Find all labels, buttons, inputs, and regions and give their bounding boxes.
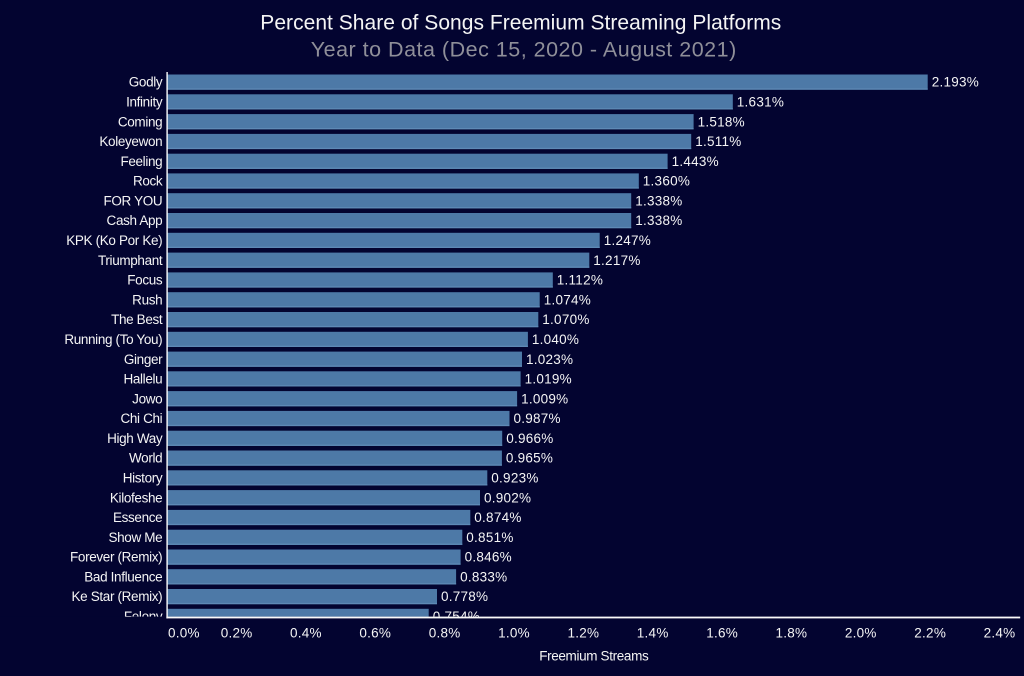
svg-text:0.778%: 0.778%	[441, 589, 488, 604]
svg-text:Percent Share of Songs Freemiu: Percent Share of Songs Freemium Streamin…	[260, 11, 781, 34]
svg-text:1.631%: 1.631%	[737, 95, 784, 110]
svg-text:1.074%: 1.074%	[544, 292, 591, 307]
svg-text:Essence: Essence	[113, 510, 162, 525]
svg-text:0.874%: 0.874%	[474, 510, 521, 525]
svg-text:0.2%: 0.2%	[221, 625, 253, 640]
svg-text:1.4%: 1.4%	[637, 625, 669, 640]
svg-text:0.0%: 0.0%	[168, 625, 200, 640]
svg-text:Ke Star (Remix): Ke Star (Remix)	[72, 589, 163, 604]
svg-text:Cash App: Cash App	[107, 213, 163, 228]
svg-text:1.019%: 1.019%	[525, 372, 572, 387]
svg-text:0.833%: 0.833%	[460, 570, 507, 585]
svg-text:2.4%: 2.4%	[984, 625, 1016, 640]
svg-text:1.009%: 1.009%	[521, 391, 568, 406]
svg-text:Jowo: Jowo	[132, 391, 162, 406]
svg-text:Infinity: Infinity	[126, 95, 163, 110]
svg-text:2.0%: 2.0%	[845, 625, 877, 640]
svg-text:Freemium Streams: Freemium Streams	[539, 649, 649, 664]
svg-text:Coming: Coming	[118, 114, 162, 129]
svg-text:Rock: Rock	[133, 174, 163, 189]
svg-text:The Best: The Best	[111, 312, 163, 327]
svg-text:0.965%: 0.965%	[506, 451, 553, 466]
svg-text:KPK (Ko Por Ke): KPK (Ko Por Ke)	[66, 233, 162, 248]
svg-text:History: History	[123, 471, 163, 486]
svg-text:Running (To You): Running (To You)	[64, 332, 162, 347]
svg-text:2.193%: 2.193%	[932, 75, 979, 90]
svg-text:Hallelu: Hallelu	[123, 372, 162, 387]
svg-text:Rush: Rush	[132, 292, 162, 307]
svg-text:Show Me: Show Me	[108, 530, 162, 545]
svg-text:0.851%: 0.851%	[466, 530, 513, 545]
svg-text:1.023%: 1.023%	[526, 352, 573, 367]
svg-text:1.2%: 1.2%	[568, 625, 600, 640]
svg-text:1.511%: 1.511%	[695, 134, 741, 149]
svg-text:Koleyewon: Koleyewon	[99, 134, 162, 149]
svg-text:1.518%: 1.518%	[698, 114, 745, 129]
svg-text:1.0%: 1.0%	[498, 625, 530, 640]
svg-text:0.6%: 0.6%	[359, 625, 391, 640]
svg-text:1.6%: 1.6%	[706, 625, 738, 640]
svg-text:World: World	[129, 451, 162, 466]
svg-text:Focus: Focus	[127, 273, 163, 288]
svg-text:Kilofeshe: Kilofeshe	[110, 490, 162, 505]
svg-text:1.247%: 1.247%	[604, 233, 651, 248]
svg-text:1.443%: 1.443%	[672, 154, 719, 169]
svg-text:1.112%: 1.112%	[557, 273, 603, 288]
svg-text:High Way: High Way	[107, 431, 163, 446]
svg-text:0.902%: 0.902%	[484, 490, 531, 505]
svg-text:1.217%: 1.217%	[593, 253, 640, 268]
svg-text:2.2%: 2.2%	[914, 625, 946, 640]
svg-text:0.8%: 0.8%	[429, 625, 461, 640]
svg-text:1.360%: 1.360%	[643, 174, 690, 189]
svg-text:1.040%: 1.040%	[532, 332, 579, 347]
svg-text:1.338%: 1.338%	[635, 193, 682, 208]
svg-text:0.966%: 0.966%	[506, 431, 553, 446]
svg-text:0.987%: 0.987%	[514, 411, 561, 426]
svg-text:Year to Data (Dec 15, 2020 - A: Year to Data (Dec 15, 2020 - August 2021…	[311, 37, 737, 61]
svg-text:Ginger: Ginger	[124, 352, 163, 367]
svg-text:FOR YOU: FOR YOU	[103, 193, 162, 208]
svg-text:Chi Chi: Chi Chi	[120, 411, 162, 426]
svg-text:1.070%: 1.070%	[542, 312, 589, 327]
svg-text:Godly: Godly	[129, 75, 163, 90]
svg-text:Forever (Remix): Forever (Remix)	[70, 550, 162, 565]
svg-text:Triumphant: Triumphant	[98, 253, 163, 268]
svg-text:1.8%: 1.8%	[776, 625, 808, 640]
svg-text:0.4%: 0.4%	[290, 625, 322, 640]
svg-text:Feeling: Feeling	[120, 154, 162, 169]
svg-text:1.338%: 1.338%	[635, 213, 682, 228]
svg-text:Bad Influence: Bad Influence	[84, 570, 162, 585]
svg-text:0.846%: 0.846%	[465, 550, 512, 565]
svg-text:0.923%: 0.923%	[491, 471, 538, 486]
